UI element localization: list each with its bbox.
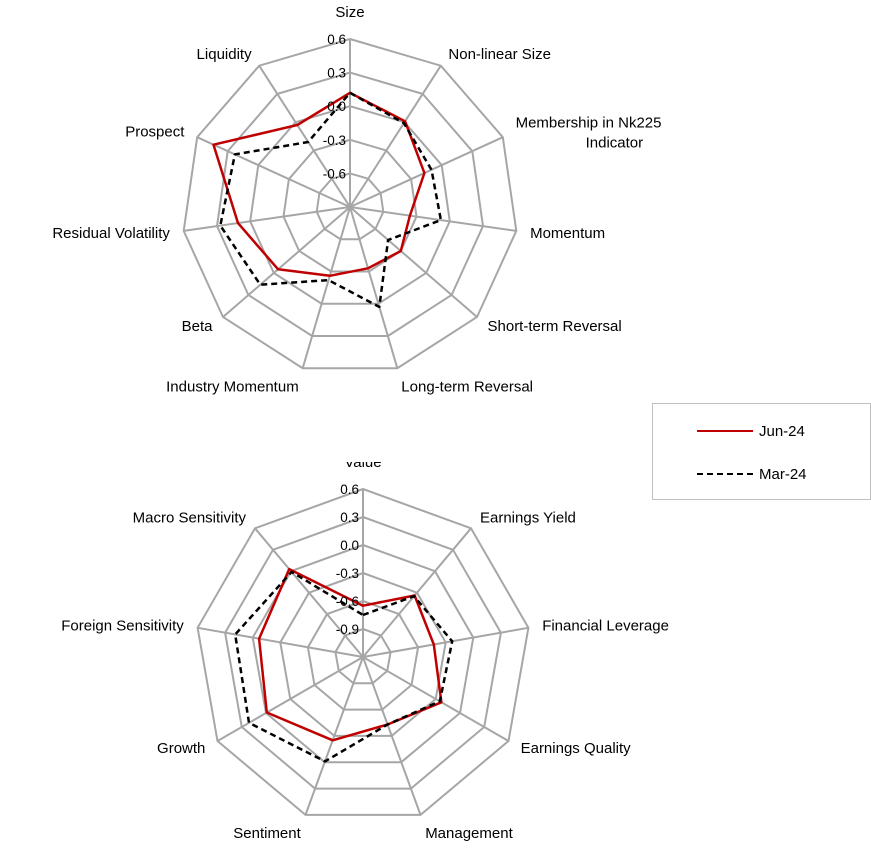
axis-label: Liquidity — [197, 46, 253, 63]
axis-spoke — [363, 528, 471, 657]
axis-spoke — [218, 657, 364, 741]
axis-label: Macro Sensitivity — [133, 510, 247, 527]
axis-label: Momentum — [530, 225, 605, 242]
tick-label: -0.6 — [323, 166, 346, 181]
tick-label: -0.6 — [336, 594, 359, 609]
legend-label: Mar-24 — [759, 466, 807, 483]
axis-label: Value — [344, 462, 381, 471]
tick-label: -0.9 — [336, 622, 359, 637]
radar-chart-bottom: -0.9 -0.6 -0.3 0.0 0.3 0.6 Value Earnings Yield… — [0, 462, 871, 862]
legend-label: Jun-24 — [759, 423, 805, 440]
tick-label: 0.3 — [327, 66, 346, 81]
tick-label: 0.3 — [340, 510, 359, 525]
axis-label: Industry Momentum — [166, 379, 299, 396]
axis-spoke — [363, 657, 509, 741]
axis-label: Management — [425, 825, 513, 842]
series-line-jun-24 — [214, 93, 425, 276]
tick-label: 0.6 — [327, 32, 346, 47]
radar-chart-top: -0.6 -0.3 0.0 0.3 0.6 Size Non-linear Size Memb… — [0, 0, 871, 400]
axis-label: Size — [335, 4, 364, 21]
axis-label: Foreign Sensitivity — [61, 617, 184, 634]
axis-label: Non-linear Size — [448, 46, 551, 63]
legend-swatch-dashed — [697, 473, 753, 475]
tick-label: 0.0 — [340, 538, 359, 553]
axis-label: Earnings Yield — [480, 510, 576, 527]
axis-label: Beta — [182, 318, 214, 335]
tick-label: -0.3 — [336, 566, 359, 581]
axis-label: Sentiment — [233, 825, 301, 842]
tick-label: 0.0 — [327, 99, 346, 114]
legend-swatch-solid — [697, 430, 753, 432]
axis-label: Financial Leverage — [542, 617, 669, 634]
axis-label: Prospect — [125, 123, 185, 140]
legend-item-mar24: Mar-24 — [697, 464, 807, 484]
tick-label: 0.6 — [340, 482, 359, 497]
tick-label: -0.3 — [323, 133, 346, 148]
chart-legend: Jun-24 Mar-24 — [652, 403, 871, 500]
axis-label: Long-term Reversal — [401, 379, 533, 396]
axis-label: Membership in Nk225 — [516, 114, 662, 131]
legend-item-jun24: Jun-24 — [697, 421, 805, 441]
axis-label: Growth — [157, 740, 205, 757]
axis-label: Short-term Reversal — [488, 318, 622, 335]
axis-label: Residual Volatility — [52, 225, 170, 242]
axis-label: Earnings Quality — [521, 740, 632, 757]
axis-label: Indicator — [586, 134, 644, 151]
